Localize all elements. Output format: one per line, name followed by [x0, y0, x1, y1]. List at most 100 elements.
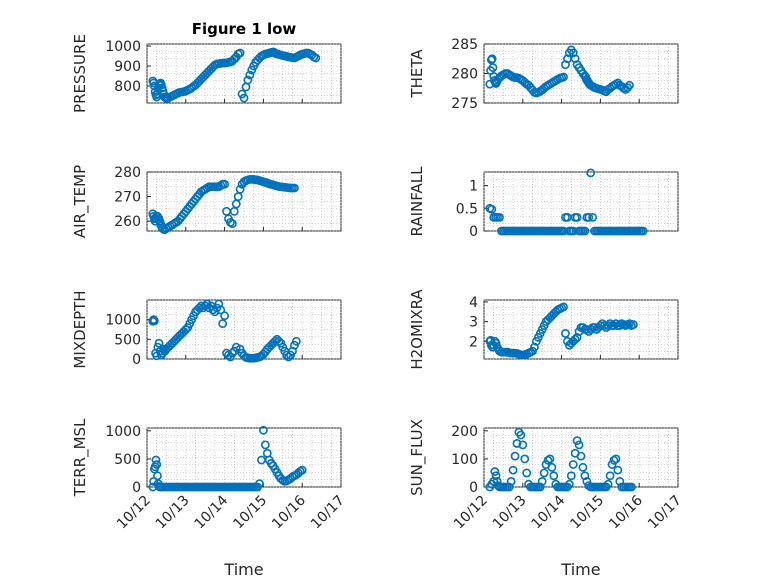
- y-tick-label: 0: [132, 352, 141, 368]
- data-point: [539, 468, 549, 478]
- data-point: [547, 462, 557, 472]
- data-point: [545, 454, 555, 464]
- y-tick-label: 500: [114, 332, 141, 348]
- subplot-h2omixra: 2 3 4 H2OMIXRA: [408, 289, 679, 370]
- data-point: [580, 226, 590, 236]
- data-point: [572, 436, 582, 446]
- x-tick-label: 10/12: [451, 493, 491, 533]
- data-point: [574, 440, 584, 450]
- data-point: [508, 465, 518, 475]
- data-point: [609, 455, 619, 465]
- data-point: [258, 425, 268, 435]
- data-point: [549, 471, 559, 481]
- y-tick-label: 100: [451, 452, 478, 468]
- data-point: [235, 48, 245, 58]
- y-tick-label: 280: [451, 67, 478, 83]
- x-tick-label: 10/12: [114, 493, 154, 533]
- data-point: [218, 319, 228, 328]
- data-point: [559, 302, 568, 312]
- data-point: [235, 184, 245, 194]
- x-tick-label: 10/14: [529, 492, 569, 532]
- data-point: [638, 226, 648, 236]
- data-point: [570, 334, 580, 344]
- x-axis-label: Time: [560, 560, 600, 579]
- data-point: [227, 219, 237, 229]
- data-point: [291, 336, 301, 346]
- data-point: [582, 325, 592, 334]
- data-point: [154, 338, 164, 348]
- data-point: [568, 460, 578, 469]
- subplot-mixdepth: 0 500 1000 MIXDEPTH: [71, 290, 342, 369]
- data-point: [270, 336, 280, 346]
- data-point: [603, 321, 613, 330]
- data-point: [506, 476, 516, 486]
- data-point: [152, 460, 162, 469]
- y-tick-label: 1000: [105, 39, 141, 55]
- y-axis-label: RAINFALL: [408, 166, 426, 237]
- data-point: [297, 465, 307, 475]
- data-point: [559, 72, 568, 82]
- data-point: [590, 323, 599, 332]
- data-point: [609, 321, 619, 330]
- data-point: [491, 471, 501, 481]
- y-tick-label: 1000: [105, 424, 141, 440]
- y-tick-label: 0: [132, 480, 141, 496]
- y-tick-label: 4: [469, 295, 478, 311]
- y-axis-label: TERR_MSL: [71, 418, 90, 497]
- data-point: [625, 319, 634, 328]
- x-tick-label: 10/16: [606, 492, 646, 532]
- y-axis-label: SUN_FLUX: [408, 419, 427, 496]
- data-point: [243, 75, 253, 85]
- data-point: [572, 212, 582, 222]
- y-tick-label: 1000: [105, 313, 141, 329]
- data-point: [245, 70, 255, 80]
- x-tick-label: 10/13: [490, 493, 530, 533]
- x-tick-label: 10/14: [192, 492, 232, 532]
- data-point: [487, 204, 497, 214]
- data-point: [227, 348, 237, 358]
- data-point: [576, 451, 586, 461]
- y-tick-label: 280: [114, 165, 141, 181]
- data-point: [564, 479, 574, 489]
- y-axis-label: PRESSURE: [71, 34, 89, 113]
- data-point: [274, 336, 284, 346]
- subplot-theta: 275 280 285 THETA: [408, 37, 679, 112]
- x-tick-label: 10/16: [269, 492, 309, 532]
- data-point: [181, 325, 191, 334]
- x-tick-label: 10/17: [645, 493, 685, 533]
- data-point: [220, 179, 229, 189]
- data-point: [520, 454, 530, 464]
- data-point: [535, 482, 545, 492]
- data-point: [194, 303, 204, 313]
- y-tick-label: 200: [451, 424, 478, 440]
- data-point: [196, 301, 206, 311]
- data-point: [628, 320, 638, 329]
- data-point: [603, 479, 613, 489]
- y-tick-label: 0: [469, 480, 478, 496]
- data-point: [611, 454, 621, 464]
- data-point: [149, 316, 159, 326]
- y-tick-label: 1: [469, 179, 478, 195]
- data-point: [625, 80, 634, 90]
- data-point: [311, 53, 321, 63]
- subplot-rainfall: 0 0.5 1 RAINFALL: [408, 166, 679, 240]
- data-point: [561, 329, 570, 338]
- data-point: [284, 352, 294, 362]
- y-tick-label: 260: [114, 214, 141, 230]
- data-point: [151, 455, 161, 465]
- subplot-air-temp: 260 270 280 AIR_TEMP: [71, 165, 342, 238]
- data-point: [510, 451, 520, 461]
- data-point: [588, 212, 598, 222]
- x-tick-label: 10/17: [308, 493, 348, 533]
- x-tick-label: 10/15: [230, 493, 270, 533]
- y-axis-label: AIR_TEMP: [71, 165, 90, 238]
- data-point: [504, 482, 514, 492]
- data-point: [282, 350, 292, 360]
- data-point: [512, 439, 522, 448]
- data-point: [495, 212, 504, 222]
- y-axis-label: H2OMIXRA: [408, 289, 426, 370]
- data-point: [578, 462, 588, 472]
- x-tick-label: 10/13: [153, 493, 193, 533]
